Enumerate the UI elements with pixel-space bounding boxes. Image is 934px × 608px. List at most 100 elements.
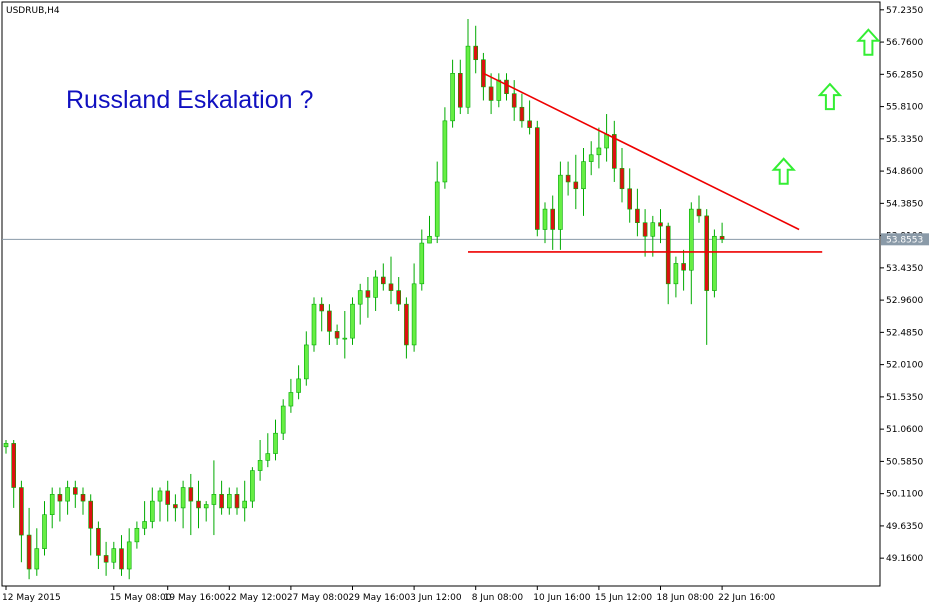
candle [527,100,532,135]
bear-candle-body [165,490,170,505]
x-tick-label: 8 Jun 08:00 [472,593,524,603]
bull-candle-body [311,303,317,346]
bear-candle-body [619,168,625,190]
bear-candle-body [319,303,325,312]
bear-candle-body [573,181,579,190]
bull-candle-body [157,490,163,502]
bull-candle-body [280,405,286,434]
candle [488,73,494,115]
candle [619,148,625,203]
bull-candle-body [42,514,47,549]
bull-candle-body [303,344,309,380]
bull-candle-body [203,504,209,509]
x-tick-label: 29 May 16:00 [349,593,411,603]
candle [396,277,402,311]
x-tick-label: 18 Jun 08:00 [657,593,714,603]
y-tick-label: 51.5350 [886,393,923,403]
candle [519,93,525,128]
bear-candle-body [96,527,101,556]
bear-candle-body [404,303,409,346]
bear-candle-body [396,290,402,305]
candle [311,297,317,352]
bull-candle-body [242,500,247,509]
candle [565,161,571,196]
bear-candle-body [473,45,479,61]
symbol-label: USDRUB,H4 [6,6,60,16]
candle [257,440,263,481]
bear-candle-body [635,208,640,223]
candle [650,215,656,257]
bull-candle-body [688,208,694,271]
bear-candle-body [73,487,78,495]
bear-candle-body [57,494,63,502]
candle [165,480,170,522]
bear-candle-body [704,215,710,291]
bear-candle-body [365,290,371,298]
bear-candle-body [11,443,16,488]
candle [211,460,217,536]
candle [627,168,633,223]
candle [681,249,686,291]
y-tick-label: 52.4850 [886,328,923,338]
bear-candle-body [681,263,686,271]
bear-candle-body [457,73,463,108]
candle [26,507,32,580]
bull-candle-body [265,453,271,461]
y-tick-label: 50.5850 [886,457,923,467]
bull-candle-body [673,263,679,285]
candle [442,107,448,189]
plot-frame [1,1,881,587]
candle [173,494,178,522]
candle [357,283,363,325]
candle [150,487,155,529]
candle [696,195,702,223]
candle [434,161,440,244]
candle [134,521,140,549]
candle [111,541,117,570]
candle [49,487,55,529]
bull-candle-body [142,521,147,529]
candle [365,277,371,318]
bear-candle-body [80,494,86,502]
candle [180,480,186,529]
candle [103,541,109,576]
candle [712,229,717,298]
candle [596,127,602,169]
bull-candle-body [496,79,502,101]
bear-candle-body [19,487,24,536]
candle [688,202,694,305]
y-tick-label: 54.8600 [886,167,923,177]
bull-candle-body [134,527,140,543]
bull-candle-body [442,120,448,183]
y-tick-label: 53.4350 [886,264,923,274]
candle [573,154,579,210]
bull-candle-body [65,487,70,502]
y-tick-label: 49.6350 [886,522,923,532]
y-tick-label: 54.3850 [886,199,923,209]
y-tick-label: 56.7600 [886,38,923,48]
candle [73,480,78,508]
bull-candle-body [357,290,363,305]
current-price-tag-text: 53.8553 [886,235,923,245]
candle [581,148,586,216]
candle [457,59,463,115]
candle [203,501,209,522]
x-tick-label: 19 May 16:00 [164,593,226,603]
bear-candle-body [196,500,201,509]
y-tick-label: 49.1600 [886,554,923,564]
bull-candle-body [126,541,132,570]
candle [350,297,355,345]
y-tick-label: 55.3350 [886,135,923,145]
y-tick-label: 57.2350 [886,6,923,16]
bull-candle-body [581,161,586,190]
candle [242,480,247,522]
candle [635,188,640,237]
up-arrow-icon [817,82,843,111]
candle [11,440,16,508]
candle [342,310,348,359]
bull-candle-body [211,494,217,505]
bear-candle-body [488,86,494,101]
bull-candle-body [434,181,440,237]
